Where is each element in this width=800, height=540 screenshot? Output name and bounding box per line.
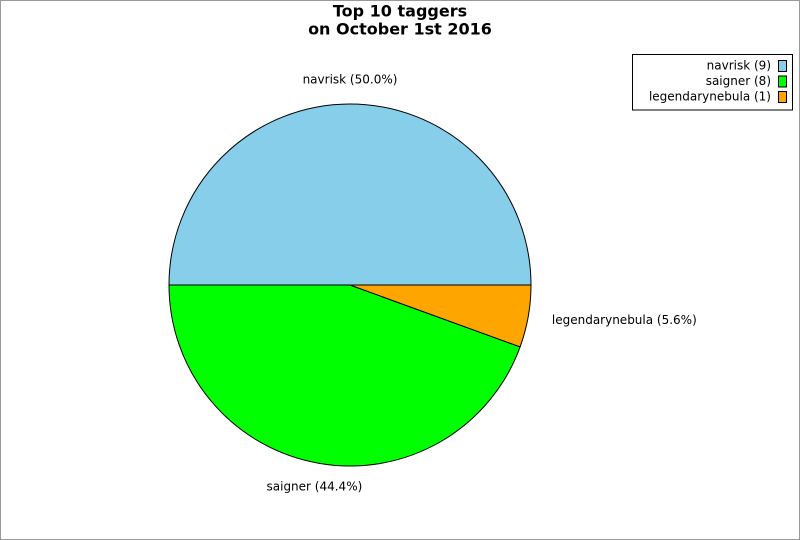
legend-swatch bbox=[778, 75, 787, 88]
pie-slice bbox=[349, 284, 532, 348]
pie-slice bbox=[168, 284, 521, 467]
slice-label: legendarynebula (5.6%) bbox=[552, 313, 697, 327]
legend-swatch bbox=[778, 60, 787, 72]
legend-label: saigner (8) bbox=[706, 74, 771, 88]
slice-label: saigner (44.4%) bbox=[267, 479, 363, 493]
pie-slice bbox=[168, 103, 532, 286]
legend-swatch bbox=[778, 91, 787, 103]
slice-label: navrisk (50.0%) bbox=[303, 73, 398, 87]
chart-title: Top 10 taggers bbox=[333, 2, 467, 21]
chart-subtitle: on October 1st 2016 bbox=[308, 20, 492, 39]
legend-label: navrisk (9) bbox=[707, 59, 771, 73]
legend-label: legendarynebula (1) bbox=[649, 90, 771, 104]
legend-box bbox=[632, 54, 793, 111]
